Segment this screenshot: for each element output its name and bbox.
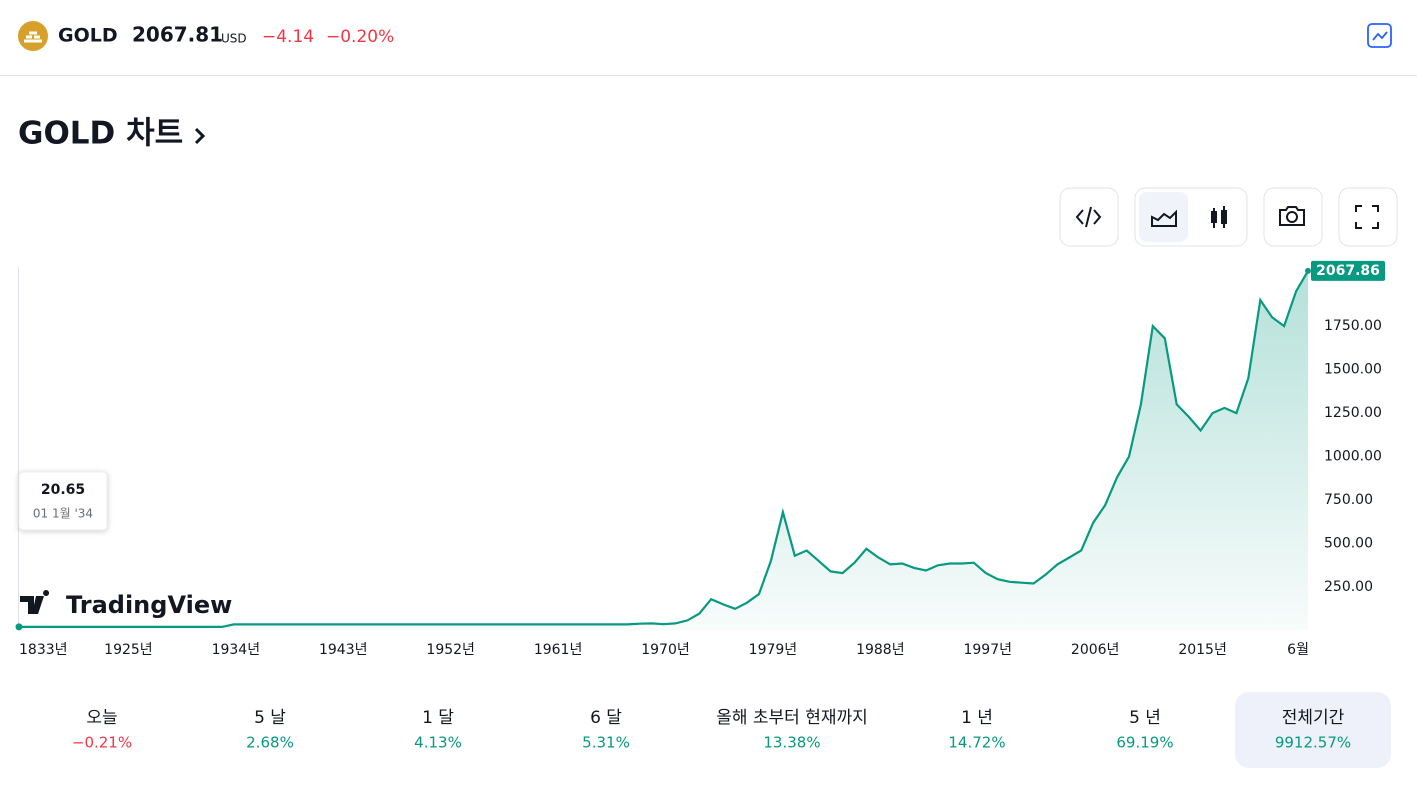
change: −4.14 bbox=[262, 27, 314, 47]
x-tick-label: 1833년 bbox=[19, 642, 68, 658]
price: 2067.81 bbox=[132, 23, 223, 47]
x-tick-label: 1970년 bbox=[641, 642, 690, 658]
period-change: 69.19% bbox=[1116, 734, 1173, 752]
x-tick-label: 1979년 bbox=[749, 642, 798, 658]
x-tick-label: 1943년 bbox=[319, 642, 368, 658]
period-label[interactable]: 전체기간 bbox=[1282, 708, 1345, 728]
x-tick-label: 1997년 bbox=[963, 642, 1012, 658]
snapshot-button[interactable] bbox=[1263, 187, 1323, 247]
x-tick-label: 1961년 bbox=[534, 642, 583, 658]
period-change: 2.68% bbox=[246, 734, 294, 752]
period-label[interactable]: 오늘 bbox=[86, 708, 117, 728]
y-tick-label: 1750.00 bbox=[1324, 318, 1382, 334]
period-label[interactable]: 1 달 bbox=[422, 708, 454, 728]
tooltip-date: 01 1월 '34 bbox=[33, 507, 93, 521]
period-label[interactable]: 5 년 bbox=[1129, 708, 1161, 728]
price-line bbox=[19, 270, 1309, 628]
last-price: 2067.86 bbox=[1316, 263, 1380, 279]
area-button[interactable] bbox=[1139, 192, 1188, 242]
last-dot bbox=[1305, 267, 1311, 274]
tooltip-value: 20.65 bbox=[41, 482, 85, 498]
y-tick-label: 1000.00 bbox=[1324, 449, 1382, 465]
period-change: 14.72% bbox=[948, 734, 1005, 752]
change-pct: −0.20% bbox=[326, 27, 394, 47]
y-tick-label: 1500.00 bbox=[1324, 362, 1382, 378]
period-change: 9912.57% bbox=[1275, 734, 1351, 752]
y-tick-label: 1250.00 bbox=[1324, 405, 1382, 421]
period-label[interactable]: 1 년 bbox=[961, 708, 993, 728]
period-change: −0.21% bbox=[72, 734, 132, 752]
tooltip bbox=[18, 471, 108, 531]
period-label[interactable]: 5 날 bbox=[254, 708, 286, 728]
watermark-logo bbox=[20, 590, 50, 614]
y-tick-label: 500.00 bbox=[1324, 536, 1373, 552]
period-change: 4.13% bbox=[414, 734, 462, 752]
chart-button[interactable] bbox=[1367, 23, 1392, 48]
y-tick-label: 250.00 bbox=[1324, 579, 1373, 595]
period-label[interactable]: 6 달 bbox=[590, 708, 622, 728]
last-price-badge bbox=[1311, 260, 1385, 281]
logo-icon bbox=[24, 31, 42, 43]
x-tick-label: 6월 bbox=[1287, 642, 1309, 658]
period-change: 13.38% bbox=[763, 734, 820, 752]
title-arrow bbox=[194, 127, 206, 145]
currency: USD bbox=[221, 32, 247, 46]
x-tick-label: 2006년 bbox=[1071, 642, 1120, 658]
watermark: TradingView bbox=[66, 591, 232, 619]
x-tick-label: 1934년 bbox=[212, 642, 261, 658]
period-change: 5.31% bbox=[582, 734, 630, 752]
logo bbox=[18, 21, 48, 51]
area-fill bbox=[19, 270, 1308, 631]
period-selected bbox=[1235, 692, 1391, 768]
toolbar-icons bbox=[1075, 205, 1379, 229]
x-tick-label: 1925년 bbox=[104, 642, 153, 658]
page-title[interactable]: GOLD 차트 bbox=[18, 116, 183, 152]
x-tick-label: 2015년 bbox=[1178, 642, 1227, 658]
start-dot bbox=[15, 623, 23, 631]
symbol: GOLD bbox=[58, 25, 118, 47]
fullscreen-button[interactable] bbox=[1338, 187, 1398, 247]
toolbar bbox=[1059, 187, 1398, 247]
period-label[interactable]: 올해 초부터 현재까지 bbox=[716, 708, 868, 728]
chart-icon bbox=[1372, 31, 1388, 41]
x-tick-label: 1988년 bbox=[856, 642, 905, 658]
y-tick-label: 750.00 bbox=[1324, 492, 1373, 508]
x-tick-label: 1952년 bbox=[426, 642, 475, 658]
